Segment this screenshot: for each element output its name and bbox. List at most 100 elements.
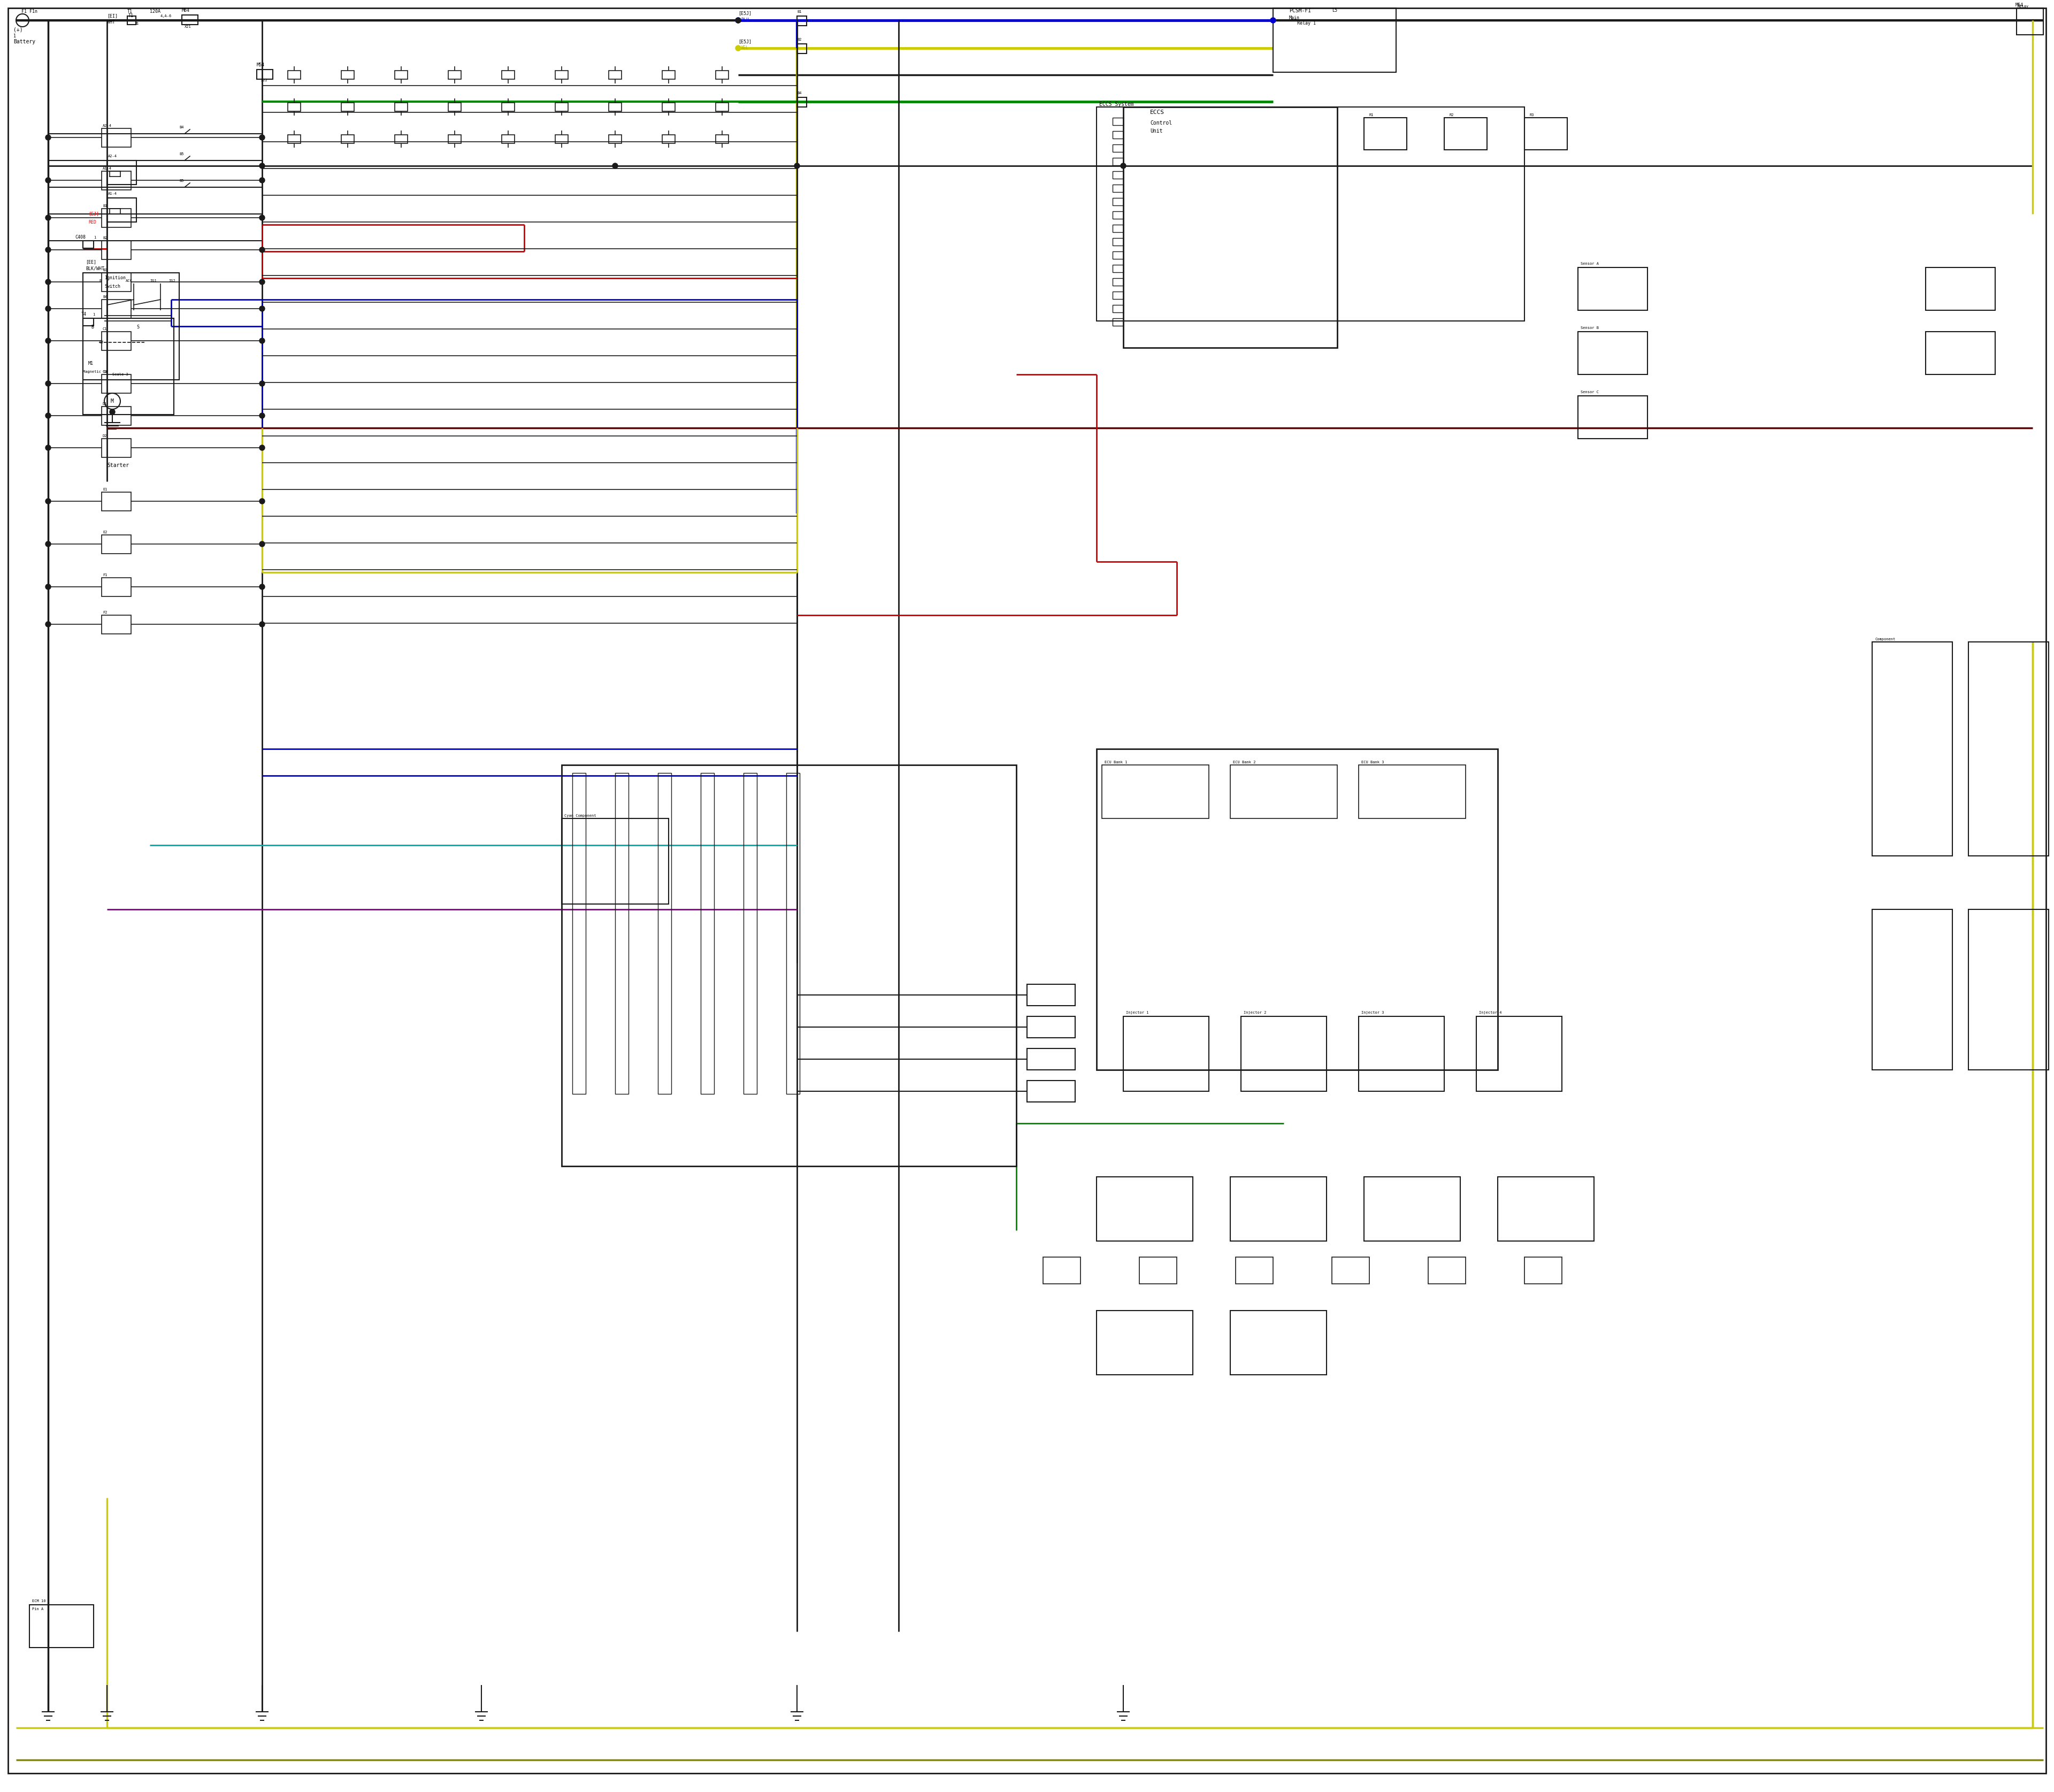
Text: 1: 1 — [136, 22, 138, 25]
Circle shape — [45, 280, 51, 285]
Text: Switch: Switch — [105, 283, 121, 289]
Circle shape — [45, 215, 51, 220]
Bar — [1043, 1256, 1080, 1283]
Circle shape — [45, 584, 51, 590]
Circle shape — [259, 412, 265, 418]
Bar — [288, 102, 300, 111]
Text: Magnetic SW: Magnetic SW — [82, 371, 109, 373]
Text: 1: 1 — [94, 237, 97, 238]
Bar — [797, 43, 807, 54]
Circle shape — [259, 584, 265, 590]
Text: 1: 1 — [136, 22, 138, 25]
Text: PCSM-FI: PCSM-FI — [1290, 7, 1310, 13]
Circle shape — [259, 247, 265, 253]
Circle shape — [45, 622, 51, 627]
Circle shape — [45, 444, 51, 450]
Bar — [101, 439, 131, 457]
Text: ECU Bank 1: ECU Bank 1 — [1105, 760, 1128, 763]
Circle shape — [259, 541, 265, 547]
Bar — [101, 375, 131, 392]
Text: [E5J]: [E5J] — [737, 11, 752, 16]
Text: B1: B1 — [103, 204, 107, 208]
Text: 4,A-6: 4,A-6 — [160, 14, 173, 18]
Circle shape — [735, 45, 741, 50]
Text: [EI]: [EI] — [107, 14, 117, 18]
Text: ECU Bank 3: ECU Bank 3 — [1362, 760, 1384, 763]
Bar — [101, 240, 131, 260]
Bar — [1273, 7, 1397, 72]
Circle shape — [1269, 18, 1276, 23]
Bar — [288, 70, 300, 79]
Bar — [1113, 292, 1124, 299]
Bar — [744, 772, 756, 1093]
Bar — [715, 134, 729, 143]
Text: R3: R3 — [1530, 113, 1534, 116]
Text: B: B — [99, 280, 101, 283]
Bar — [501, 70, 516, 79]
Text: Cyan Component: Cyan Component — [565, 814, 596, 817]
Text: Injector 4: Injector 4 — [1479, 1011, 1501, 1014]
Text: Pin A: Pin A — [33, 1607, 43, 1611]
Bar — [107, 197, 136, 222]
Bar — [715, 70, 729, 79]
Text: B4: B4 — [797, 91, 801, 95]
Bar — [1113, 305, 1124, 312]
Bar — [394, 70, 407, 79]
Bar — [101, 493, 131, 511]
Circle shape — [45, 382, 51, 387]
Text: A2-4: A2-4 — [103, 124, 111, 127]
Text: Injector 2: Injector 2 — [1243, 1011, 1267, 1014]
Text: 1: 1 — [14, 34, 16, 39]
Bar — [661, 134, 676, 143]
Text: IG2: IG2 — [168, 280, 175, 283]
Text: B4: B4 — [179, 125, 183, 129]
Text: 120A: 120A — [150, 9, 160, 14]
Bar — [1113, 265, 1124, 272]
Text: Starter: Starter — [107, 462, 129, 468]
Bar — [448, 102, 460, 111]
Bar — [257, 70, 273, 79]
Bar — [1577, 396, 1647, 439]
Text: B1: B1 — [797, 11, 801, 13]
Bar — [341, 102, 353, 111]
Bar — [1113, 158, 1124, 165]
Text: BLK/WHT: BLK/WHT — [86, 267, 105, 271]
Bar — [101, 172, 131, 190]
Text: Relay: Relay — [2017, 5, 2029, 7]
Bar — [1927, 267, 1994, 310]
Bar — [614, 772, 629, 1093]
Circle shape — [259, 215, 265, 220]
Text: Main: Main — [1290, 16, 1300, 20]
Bar — [1524, 1256, 1561, 1283]
Bar — [1124, 108, 1337, 348]
Text: D1: D1 — [103, 401, 107, 405]
Text: Injector 1: Injector 1 — [1126, 1011, 1148, 1014]
Bar — [2017, 7, 2044, 34]
Circle shape — [45, 177, 51, 183]
Bar — [608, 102, 622, 111]
Bar — [555, 134, 569, 143]
Text: A1-4: A1-4 — [109, 192, 117, 195]
Text: M64: M64 — [2015, 4, 2023, 7]
Bar — [107, 161, 136, 185]
Bar — [127, 16, 136, 25]
Text: T4: T4 — [82, 312, 86, 317]
Circle shape — [259, 306, 265, 312]
Bar — [448, 134, 460, 143]
Bar — [661, 102, 676, 111]
Bar — [797, 97, 807, 108]
Text: Injector 3: Injector 3 — [1362, 1011, 1384, 1014]
Text: X21: X21 — [185, 25, 191, 29]
Bar — [1927, 332, 1994, 375]
Text: Scale 3: Scale 3 — [113, 373, 127, 376]
Text: A1-4: A1-4 — [103, 167, 111, 170]
Circle shape — [259, 382, 265, 387]
Text: B5: B5 — [179, 152, 183, 156]
Text: WHT: WHT — [107, 20, 115, 25]
Bar — [101, 208, 131, 228]
Text: M: M — [111, 398, 113, 403]
Bar — [101, 332, 131, 351]
Text: C408: C408 — [74, 235, 86, 240]
Text: E1: E1 — [103, 487, 107, 491]
Bar — [1497, 1177, 1594, 1242]
